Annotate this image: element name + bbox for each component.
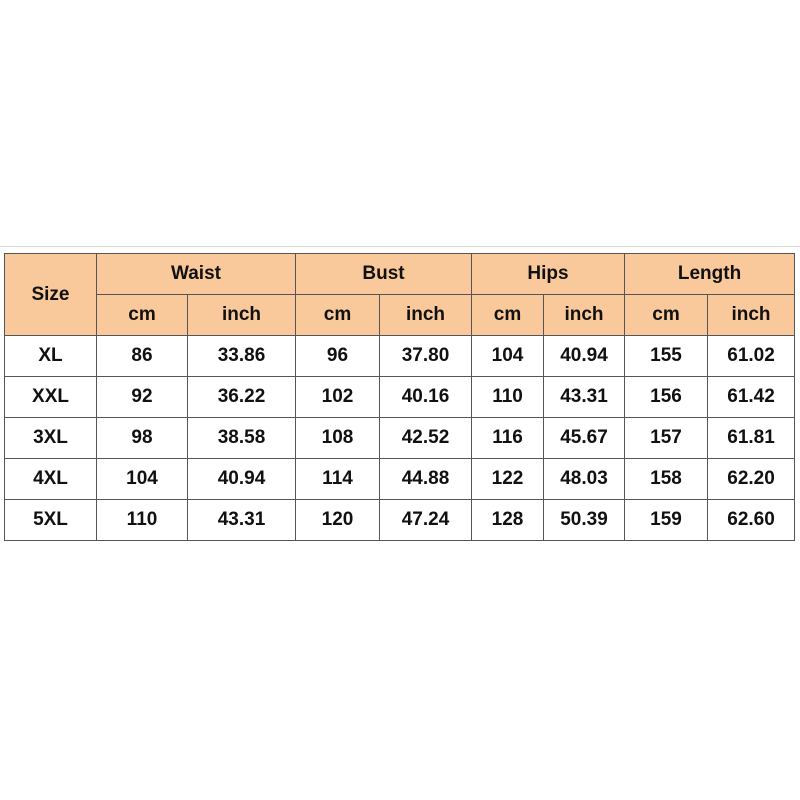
size-chart-table: Size Waist Bust Hips Length cm inch cm i…	[4, 253, 796, 541]
bust-cm-cell: 102	[295, 376, 380, 418]
length-inch-cell: 62.20	[707, 458, 796, 500]
table-row: XXL 92 36.22 102 40.16 110 43.31 156 61.42	[4, 376, 796, 418]
table-header: Size Waist Bust Hips Length cm inch cm i…	[4, 253, 796, 336]
hips-inch-header: inch	[543, 294, 626, 336]
hips-cm-header: cm	[471, 294, 545, 336]
size-cell: 4XL	[4, 458, 97, 500]
length-inch-cell: 62.60	[707, 499, 796, 541]
top-divider	[0, 246, 800, 247]
size-cell: XL	[4, 335, 97, 377]
header-row-groups: Size Waist Bust Hips Length	[4, 253, 796, 336]
bust-inch-cell: 47.24	[378, 499, 473, 541]
hips-cm-cell: 110	[471, 376, 545, 418]
waist-inch-cell: 43.31	[187, 499, 296, 541]
size-cell: 5XL	[4, 499, 97, 541]
bust-cm-cell: 108	[295, 417, 380, 459]
hips-cm-cell: 122	[471, 458, 545, 500]
length-cm-cell: 156	[624, 376, 709, 418]
bust-inch-cell: 37.80	[378, 335, 473, 377]
waist-cm-cell: 110	[96, 499, 188, 541]
size-header: Size	[4, 253, 97, 336]
length-inch-header: inch	[707, 294, 796, 336]
waist-inch-cell: 33.86	[187, 335, 296, 377]
hips-inch-cell: 43.31	[543, 376, 626, 418]
bust-header: Bust	[294, 253, 473, 295]
size-cell: 3XL	[4, 417, 97, 459]
bust-cm-cell: 96	[295, 335, 380, 377]
table-row: 4XL 104 40.94 114 44.88 122 48.03 158 62.20	[4, 458, 796, 500]
hips-inch-cell: 48.03	[543, 458, 626, 500]
waist-cm-cell: 86	[96, 335, 188, 377]
waist-cm-header: cm	[96, 294, 188, 336]
hips-header: Hips	[471, 253, 626, 295]
bust-inch-cell: 42.52	[378, 417, 473, 459]
length-inch-cell: 61.02	[707, 335, 796, 377]
waist-cm-cell: 92	[96, 376, 188, 418]
header-row-units: cm inch cm inch cm inch cm inch	[5, 294, 796, 336]
length-inch-cell: 61.81	[707, 417, 796, 459]
bust-cm-cell: 114	[295, 458, 380, 500]
length-cm-cell: 158	[624, 458, 709, 500]
bust-cm-header: cm	[295, 294, 380, 336]
waist-cm-cell: 104	[96, 458, 188, 500]
length-header: Length	[624, 253, 796, 295]
table-row: 5XL 110 43.31 120 47.24 128 50.39 159 62.60	[4, 499, 796, 541]
table-body: XL 86 33.86 96 37.80 104 40.94 155 61.02 XXL 92 36.…	[4, 335, 796, 541]
hips-cm-cell: 128	[471, 499, 545, 541]
bust-inch-header: inch	[378, 294, 473, 336]
table-row: XL 86 33.86 96 37.80 104 40.94 155 61.02	[4, 335, 796, 377]
waist-header: Waist	[96, 253, 296, 295]
waist-inch-header: inch	[187, 294, 296, 336]
length-cm-header: cm	[624, 294, 709, 336]
waist-cm-cell: 98	[96, 417, 188, 459]
length-inch-cell: 61.42	[707, 376, 796, 418]
hips-cm-cell: 104	[471, 335, 545, 377]
hips-inch-cell: 45.67	[543, 417, 626, 459]
waist-inch-cell: 40.94	[187, 458, 296, 500]
hips-inch-cell: 50.39	[543, 499, 626, 541]
size-cell: XXL	[4, 376, 97, 418]
bust-inch-cell: 40.16	[378, 376, 473, 418]
table-row: 3XL 98 38.58 108 42.52 116 45.67 157 61.81	[4, 417, 796, 459]
waist-inch-cell: 38.58	[187, 417, 296, 459]
hips-inch-cell: 40.94	[543, 335, 626, 377]
hips-cm-cell: 116	[471, 417, 545, 459]
length-cm-cell: 157	[624, 417, 709, 459]
length-cm-cell: 159	[624, 499, 709, 541]
bust-inch-cell: 44.88	[378, 458, 473, 500]
bust-cm-cell: 120	[295, 499, 380, 541]
waist-inch-cell: 36.22	[187, 376, 296, 418]
length-cm-cell: 155	[624, 335, 709, 377]
